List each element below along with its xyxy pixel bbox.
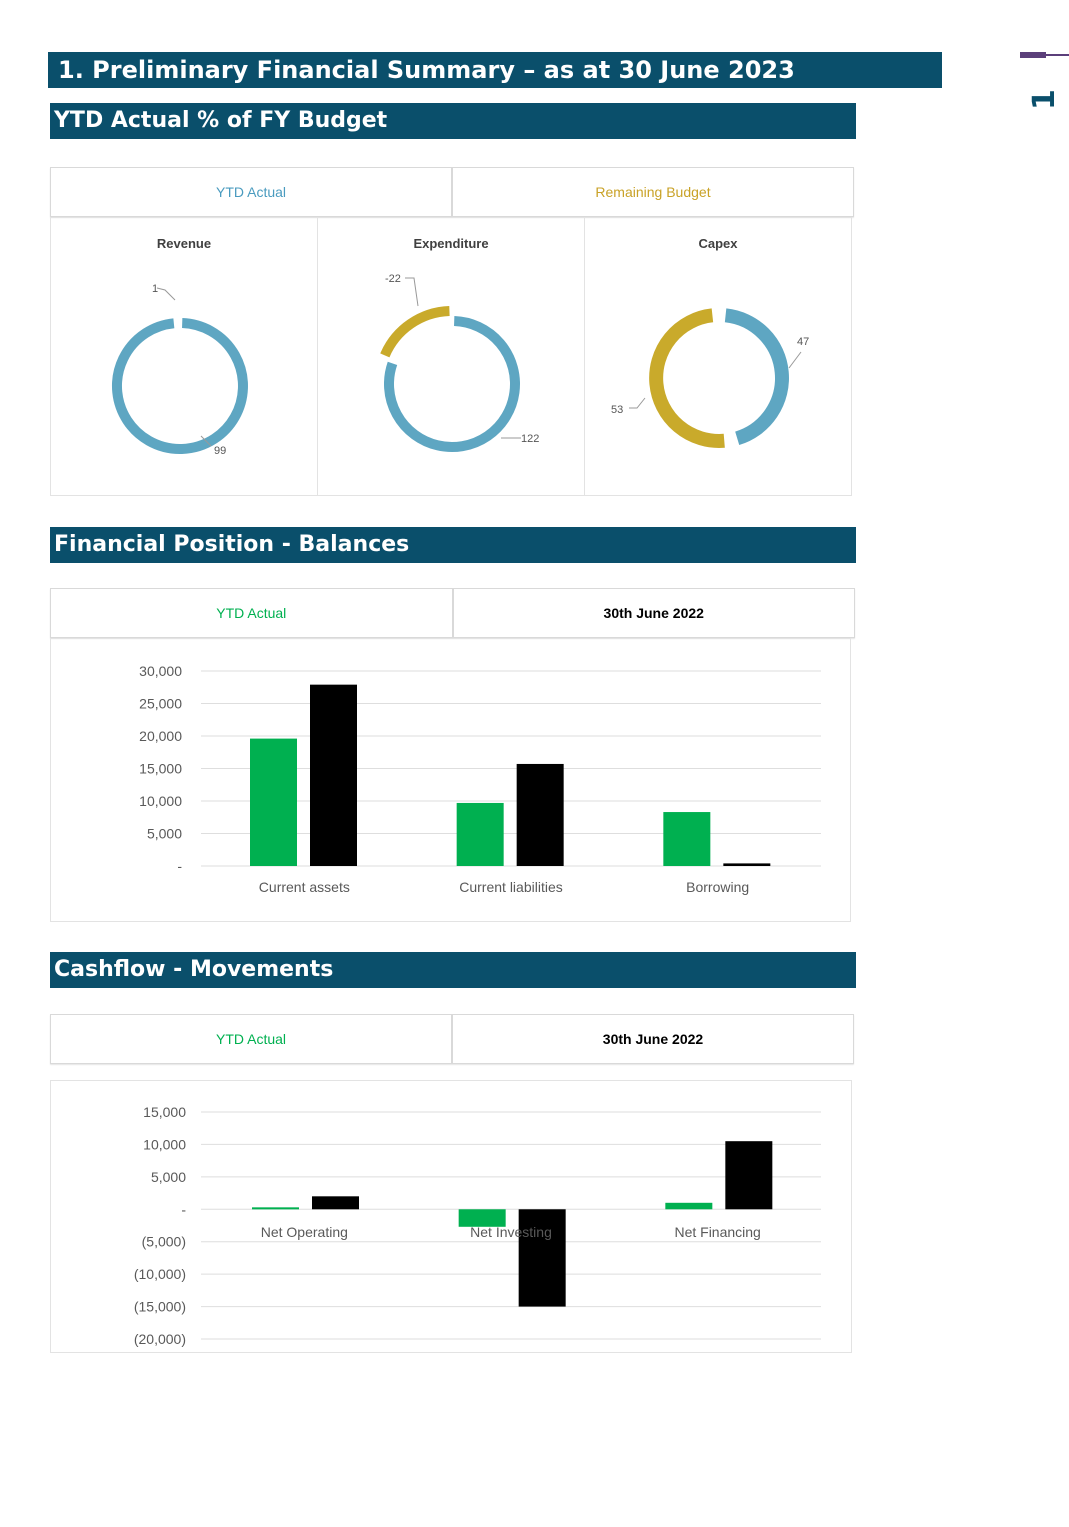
bar [518, 1209, 566, 1307]
bar [725, 1141, 773, 1210]
y-tick-label: 15,000 [143, 1104, 186, 1120]
y-tick-label: 20,000 [139, 728, 182, 744]
y-tick-label: - [181, 1201, 186, 1217]
position-chart-panel: - 5,000 10,000 15,000 20,000 25,000 30,000 Curr… [50, 638, 851, 922]
category-label: Net Operating [261, 1224, 348, 1240]
donut-capex-panel: Capex 47 53 [584, 217, 852, 496]
y-tick-label: 30,000 [139, 663, 182, 679]
bar [312, 1196, 359, 1210]
y-tick-label: - [177, 858, 182, 874]
y-tick-label: 5,000 [151, 1169, 186, 1185]
donut-revenue-panel: Revenue 1 99 [50, 217, 318, 496]
donut-remaining-label: 1 [152, 283, 159, 295]
donut-leader-line [629, 397, 646, 409]
donut-leader-line [788, 351, 802, 369]
bar [723, 863, 771, 866]
bar [516, 763, 564, 866]
category-label: Current assets [259, 879, 350, 895]
y-tick-label: (10,000) [134, 1266, 186, 1282]
page-title: 1. Preliminary Financial Summary – as at… [48, 52, 942, 88]
donut-revenue-chart [111, 287, 248, 454]
donut-ytd-segment [724, 308, 789, 446]
page-marker-bar [1020, 52, 1046, 58]
donut-expenditure-chart [380, 277, 521, 452]
section-budget-title: YTD Actual % of FY Budget [50, 103, 856, 139]
donut-title: Expenditure [413, 236, 489, 251]
bar [458, 1209, 506, 1227]
donut-title: Revenue [156, 236, 212, 251]
section-cashflow-title: Cashflow - Movements [50, 952, 856, 988]
cashflow-legend: YTD Actual 30th June 2022 [50, 1014, 854, 1064]
legend-prior-year: 30th June 2022 [451, 589, 855, 637]
y-tick-label: 15,000 [139, 761, 182, 777]
y-tick-label: (15,000) [134, 1299, 186, 1315]
position-bar-chart: - 5,000 10,000 15,000 20,000 25,000 30,000 Curr… [139, 663, 821, 895]
page-marker-line [1046, 54, 1069, 56]
donut-leader-line [200, 435, 212, 447]
donut-leader-line [405, 277, 419, 307]
y-tick-label: (20,000) [134, 1331, 186, 1347]
bar [252, 1207, 299, 1210]
donut-ytd-label: 122 [521, 433, 540, 445]
category-label: Net Financing [674, 1224, 760, 1240]
position-legend: YTD Actual 30th June 2022 [50, 588, 855, 638]
section-position-title: Financial Position - Balances [50, 527, 856, 563]
donut-expenditure-panel: Expenditure -22 122 [317, 217, 585, 496]
donut-ytd-label: 47 [797, 336, 810, 348]
bar [250, 738, 297, 866]
cashflow-chart-panel: (20,000) (15,000) (10,000) (5,000) - 5,000 10,… [50, 1080, 852, 1353]
y-tick-label: (5,000) [142, 1234, 186, 1250]
legend-ytd-actual: YTD Actual [216, 605, 287, 621]
donut-ytd-label: 99 [214, 445, 227, 457]
legend-remaining-budget: Remaining Budget [451, 168, 853, 216]
donut-ytd-segment [384, 316, 520, 452]
bar [310, 684, 357, 866]
y-tick-label: 25,000 [139, 696, 182, 712]
legend-ytd-actual: YTD Actual [215, 184, 287, 200]
category-label: Net Investing [470, 1224, 552, 1240]
y-tick-label: 10,000 [143, 1136, 186, 1152]
category-label: Borrowing [686, 879, 749, 895]
donut-leader-line [156, 287, 176, 301]
y-tick-label: 10,000 [139, 793, 182, 809]
bar [456, 802, 504, 866]
y-tick-label: 5,000 [147, 826, 182, 842]
donut-ytd-segment [111, 318, 248, 454]
category-label: Current liabilities [459, 879, 562, 895]
page-number: 1 [1026, 89, 1062, 110]
legend-prior-year: 30th June 2022 [451, 1015, 853, 1063]
donut-remaining-label: -22 [385, 273, 401, 285]
donut-remaining-label: 53 [611, 404, 624, 416]
donut-capex-chart [629, 308, 802, 448]
cashflow-bar-chart: (20,000) (15,000) (10,000) (5,000) - 5,000 10,… [134, 1104, 821, 1347]
bar [665, 1202, 713, 1210]
donut-remaining-segment [649, 308, 725, 448]
donut-remaining-segment [380, 306, 450, 358]
bar [663, 812, 711, 866]
legend-ytd-actual: YTD Actual [215, 1031, 287, 1047]
budget-legend: YTD Actual Remaining Budget [50, 167, 854, 217]
donut-title: Capex [698, 236, 738, 251]
